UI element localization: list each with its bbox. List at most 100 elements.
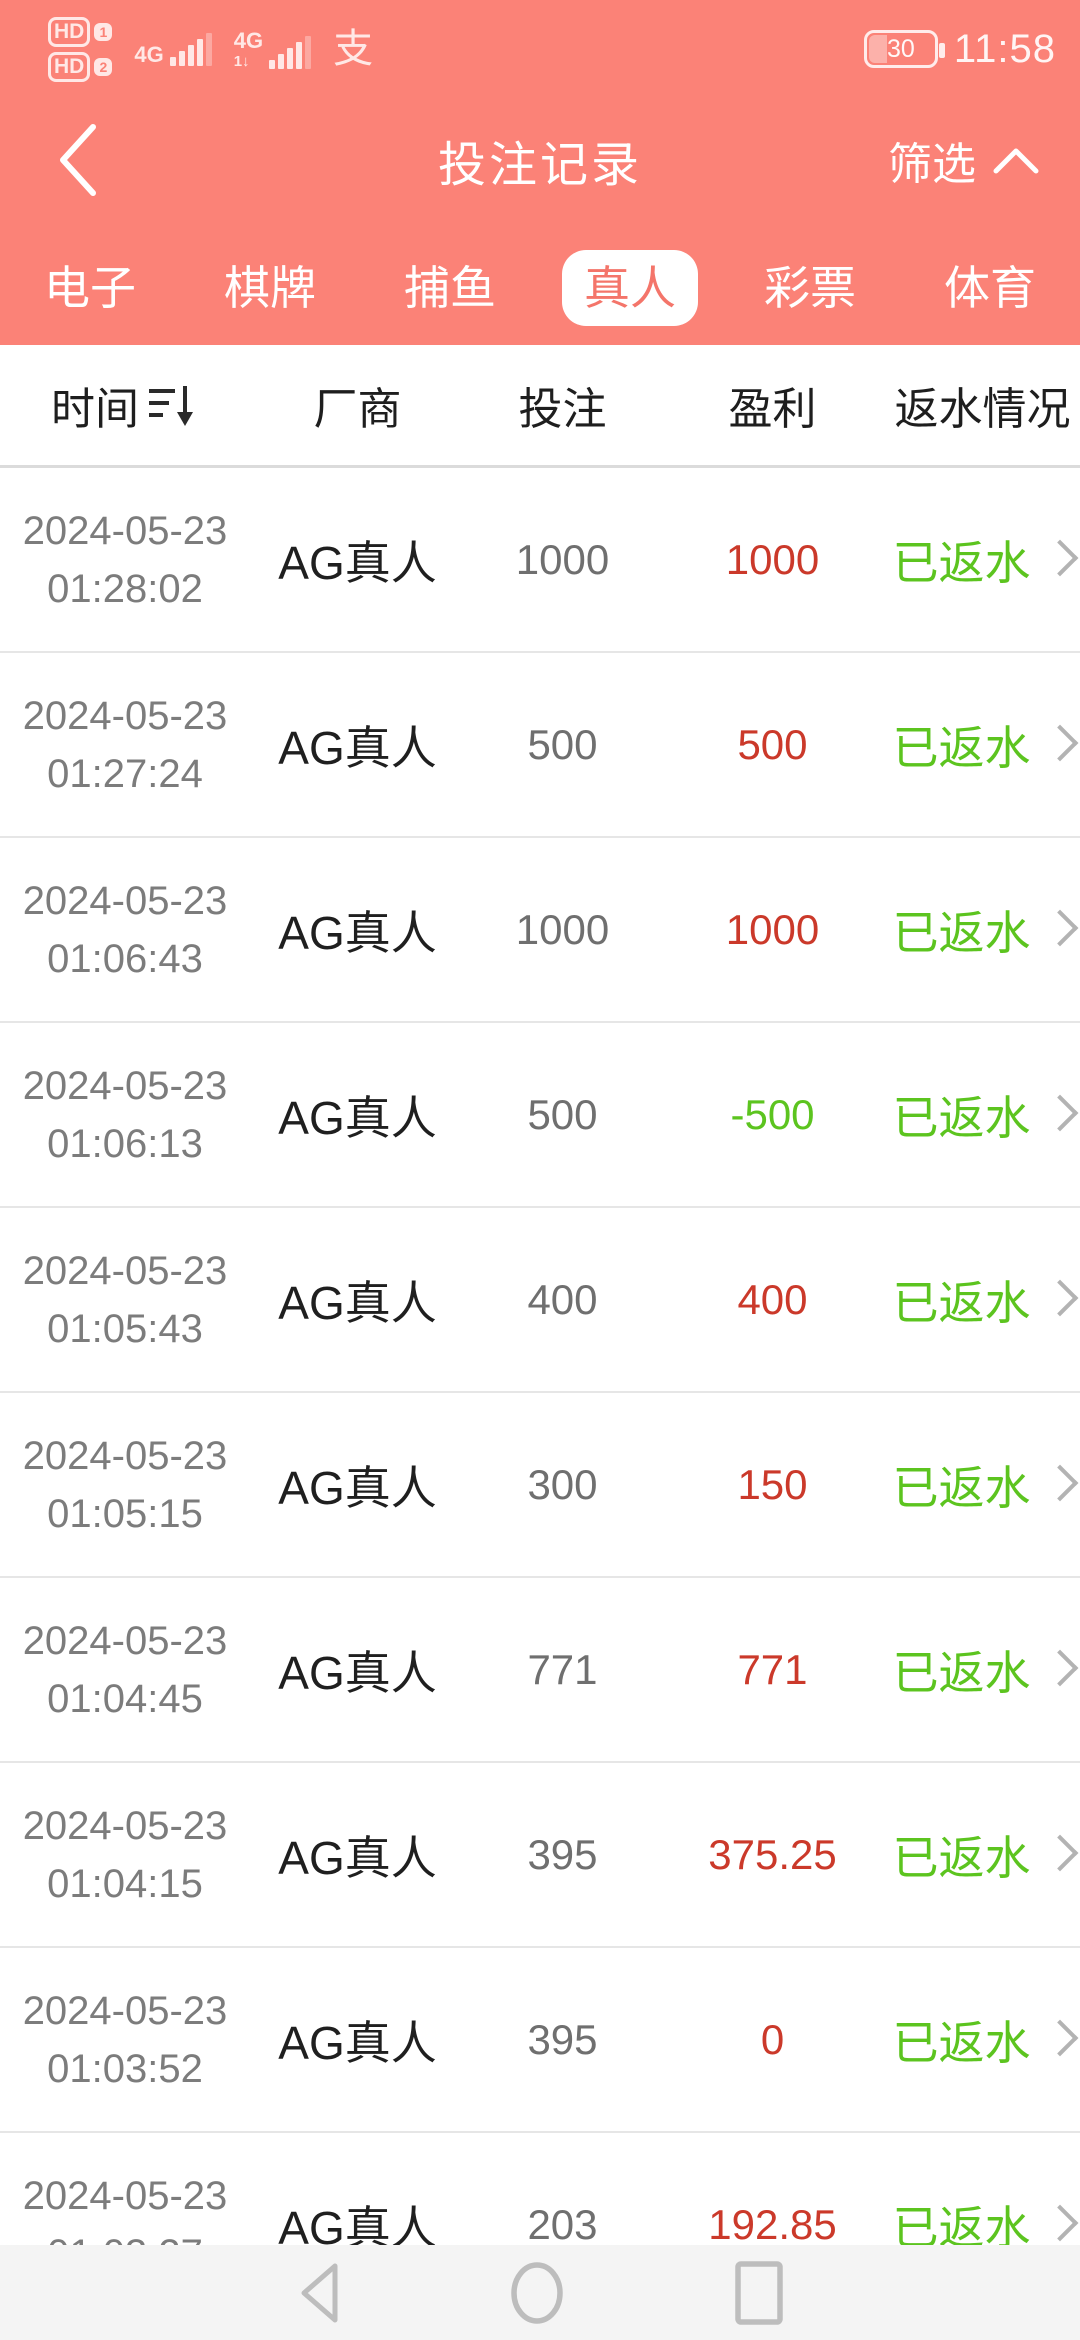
table-row[interactable]: 2024-05-23 01:27:24 AG真人 500 500 已返水	[0, 653, 1080, 838]
row-chevron-icon	[1041, 1649, 1078, 1686]
row-bet-amount: 1000	[515, 535, 610, 583]
tab-caipiao[interactable]: 彩票	[720, 250, 900, 326]
hd-label: HD	[48, 51, 91, 82]
net1-label: 4G	[134, 41, 164, 67]
row-time: 2024-05-23 01:04:15	[0, 1797, 250, 1913]
row-time: 2024-05-23 01:28:02	[0, 502, 250, 618]
row-chevron-icon	[1041, 724, 1078, 761]
status-right: 30 11:58	[863, 27, 1056, 72]
row-profit: 771	[660, 1646, 885, 1694]
row-rebate-status[interactable]: 已返水	[885, 1822, 1080, 1888]
rebate-label: 已返水	[892, 1646, 1031, 1699]
row-rebate-status[interactable]: 已返水	[885, 1267, 1080, 1333]
row-vendor: AG真人	[278, 1831, 437, 1884]
row-time: 2024-05-23 01:03:52	[0, 1982, 250, 2098]
nav-home-icon	[511, 2261, 563, 2324]
hd2-badge: HD 2	[48, 51, 113, 82]
android-navigation-bar	[0, 2245, 1080, 2340]
signal-bars	[269, 35, 312, 69]
row-vendor: AG真人	[278, 2016, 437, 2069]
table-header: 时间 厂商 投注 盈利 返水情况	[0, 345, 1080, 468]
row-clock: 01:06:43	[47, 936, 203, 981]
row-time: 2024-05-23 01:06:43	[0, 872, 250, 988]
column-time-sort[interactable]: 时间	[0, 373, 250, 437]
rebate-label: 已返水	[892, 536, 1031, 589]
tab-dianzi[interactable]: 电子	[0, 250, 180, 326]
row-date: 2024-05-23	[22, 2173, 228, 2218]
tab-buyu[interactable]: 捕鱼	[360, 250, 540, 326]
filter-button[interactable]: 筛选	[888, 128, 1040, 192]
column-profit: 盈利	[728, 385, 817, 434]
column-rebate: 返水情况	[894, 385, 1071, 434]
back-button[interactable]	[55, 121, 115, 199]
nav-home-button[interactable]	[509, 2260, 565, 2326]
row-rebate-status[interactable]: 已返水	[885, 2192, 1080, 2258]
sort-descending-icon	[149, 386, 193, 426]
table-row[interactable]: 2024-05-23 01:04:45 AG真人 771 771 已返水	[0, 1578, 1080, 1763]
row-time: 2024-05-23 01:04:45	[0, 1612, 250, 1728]
row-clock: 01:04:45	[47, 1676, 203, 1721]
row-bet-amount: 500	[527, 1090, 598, 1138]
row-date: 2024-05-23	[22, 1988, 228, 2033]
row-time: 2024-05-23 01:06:13	[0, 1057, 250, 1173]
tab-tiyu[interactable]: 体育	[900, 250, 1080, 326]
row-clock: 01:05:43	[47, 1306, 203, 1351]
row-vendor: AG真人	[278, 536, 437, 589]
rebate-label: 已返水	[892, 1276, 1031, 1329]
row-vendor: AG真人	[278, 2201, 437, 2254]
row-chevron-icon	[1041, 1834, 1078, 1871]
net2-label: 4G	[233, 27, 264, 53]
battery-fill	[868, 35, 887, 63]
row-time: 2024-05-23 01:05:15	[0, 1427, 250, 1543]
row-rebate-status[interactable]: 已返水	[885, 897, 1080, 963]
row-profit-value: 0	[760, 2015, 785, 2063]
row-clock: 01:03:52	[47, 2046, 203, 2091]
row-bet-amount: 203	[527, 2200, 598, 2248]
row-rebate-status[interactable]: 已返水	[885, 1082, 1080, 1148]
row-profit-value: 192.85	[708, 2200, 837, 2248]
row-profit-value: 150	[737, 1460, 808, 1508]
row-bet-amount: 395	[527, 2015, 598, 2063]
row-rebate-status[interactable]: 已返水	[885, 1637, 1080, 1703]
table-row[interactable]: 2024-05-23 01:05:43 AG真人 400 400 已返水	[0, 1208, 1080, 1393]
row-chevron-icon	[1041, 2204, 1078, 2241]
tab-qipai[interactable]: 棋牌	[180, 250, 360, 326]
row-profit: 500	[660, 721, 885, 769]
rebate-label: 已返水	[892, 1091, 1031, 1144]
table-row[interactable]: 2024-05-23 01:04:15 AG真人 395 375.25 已返水	[0, 1763, 1080, 1948]
row-vendor: AG真人	[278, 1091, 437, 1144]
sim1-number: 1	[94, 22, 113, 41]
coral-header-block: HD 1 HD 2 4G 4G	[0, 0, 1080, 345]
collapse-caret-icon	[993, 148, 1039, 174]
hd1-badge: HD 1	[48, 16, 113, 47]
row-profit-value: 1000	[725, 905, 820, 953]
nav-back-button[interactable]	[295, 2260, 341, 2326]
row-clock: 01:27:24	[47, 751, 203, 796]
row-profit-value: 375.25	[708, 1830, 837, 1878]
category-tabs: 电子 棋牌 捕鱼 真人 彩票 体育	[0, 230, 1080, 345]
table-row[interactable]: 2024-05-23 01:05:15 AG真人 300 150 已返水	[0, 1393, 1080, 1578]
row-bet-amount: 500	[527, 720, 598, 768]
column-vendor: 厂商	[313, 385, 402, 434]
table-row[interactable]: 2024-05-23 01:06:13 AG真人 500 -500 已返水	[0, 1023, 1080, 1208]
row-chevron-icon	[1041, 1094, 1078, 1131]
row-profit-value: 400	[737, 1275, 808, 1323]
row-profit: 1000	[660, 536, 885, 584]
tab-zhenren-active[interactable]: 真人	[540, 249, 720, 326]
row-rebate-status[interactable]: 已返水	[885, 2007, 1080, 2073]
row-rebate-status[interactable]: 已返水	[885, 527, 1080, 593]
table-row[interactable]: 2024-05-23 01:28:02 AG真人 1000 1000 已返水	[0, 468, 1080, 653]
row-rebate-status[interactable]: 已返水	[885, 1452, 1080, 1518]
row-vendor: AG真人	[278, 1461, 437, 1514]
table-row[interactable]: 2024-05-23 01:06:43 AG真人 1000 1000 已返水	[0, 838, 1080, 1023]
nav-recents-icon	[735, 2260, 783, 2325]
nav-recents-button[interactable]	[733, 2260, 785, 2326]
table-row[interactable]: 2024-05-23 01:03:52 AG真人 395 0 已返水	[0, 1948, 1080, 2133]
row-chevron-icon	[1041, 1464, 1078, 1501]
column-bet: 投注	[518, 385, 607, 434]
rebate-label: 已返水	[892, 2016, 1031, 2069]
row-date: 2024-05-23	[22, 1248, 228, 1293]
row-rebate-status[interactable]: 已返水	[885, 712, 1080, 778]
tab-label: 棋牌	[224, 261, 316, 314]
